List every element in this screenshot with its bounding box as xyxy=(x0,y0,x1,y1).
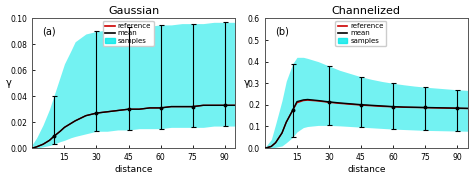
Title: Gaussian: Gaussian xyxy=(108,6,159,16)
X-axis label: distance: distance xyxy=(115,165,153,174)
Text: (b): (b) xyxy=(275,26,289,36)
Title: Channelized: Channelized xyxy=(332,6,401,16)
Y-axis label: γ: γ xyxy=(6,78,12,88)
Legend: reference, mean, samples: reference, mean, samples xyxy=(103,21,154,46)
Y-axis label: γ: γ xyxy=(244,78,249,88)
Legend: reference, mean, samples: reference, mean, samples xyxy=(335,21,386,46)
Text: (a): (a) xyxy=(43,26,56,36)
X-axis label: distance: distance xyxy=(347,165,385,174)
